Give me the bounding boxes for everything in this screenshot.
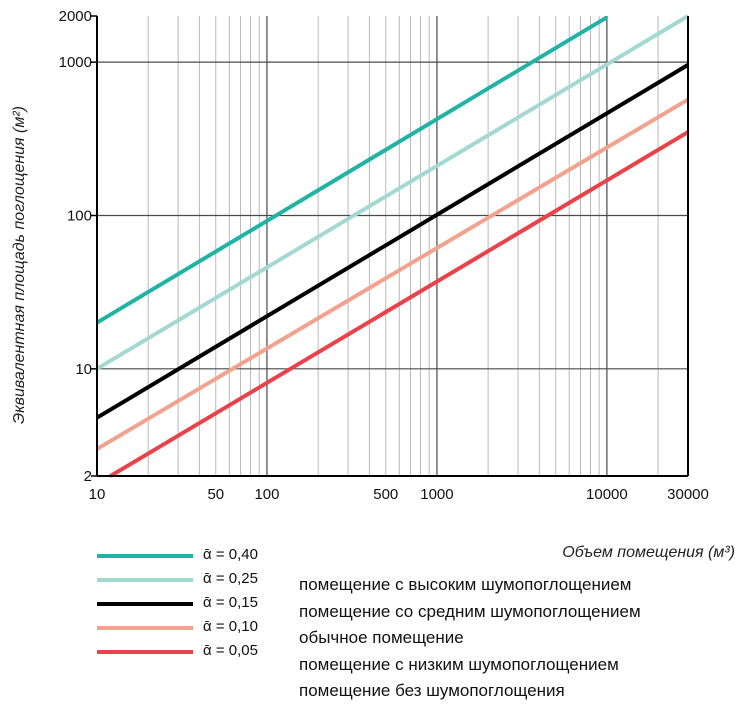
axes — [91, 15, 689, 477]
y-tick-label: 10 — [75, 361, 92, 378]
legend-item: ᾱ = 0,25 — [97, 569, 297, 593]
legend-label: ᾱ = 0,05 — [203, 642, 258, 659]
description-low-absorption: помещение с низким шумопоглощением — [299, 654, 619, 674]
y-tick-labels: 2 10 100 1000 2000 — [59, 8, 92, 485]
y-tick-label: 2000 — [59, 8, 92, 25]
description-medium-absorption: помещение со средним шумопоглощением — [299, 601, 641, 621]
series-line-4 — [109, 130, 690, 478]
x-tick-label: 500 — [373, 486, 398, 503]
series-line-0 — [95, 15, 608, 325]
description-no-absorption: помещение без шумопоглощения — [299, 681, 565, 700]
legend-item: ᾱ = 0,15 — [97, 593, 297, 617]
legend-swatch — [97, 650, 193, 654]
legend-swatch — [97, 602, 193, 606]
legend-label: ᾱ = 0,15 — [203, 594, 258, 611]
x-tick-label: 30000 — [667, 486, 709, 503]
legend-swatch — [97, 578, 193, 582]
x-tick-label: 100 — [254, 486, 279, 503]
legend-item: ᾱ = 0,05 — [97, 641, 297, 665]
legend-item: ᾱ = 0,40 — [97, 545, 297, 569]
legend-swatch — [97, 554, 193, 558]
y-tick-label: 1000 — [59, 54, 92, 71]
legend-item: ᾱ = 0,10 — [97, 617, 297, 641]
series-line-1 — [95, 14, 690, 371]
x-tick-label: 10000 — [586, 486, 628, 503]
description-normal-room: обычное помещение — [299, 628, 464, 647]
legend-label: ᾱ = 0,10 — [203, 618, 258, 635]
x-tick-labels: 10 50 100 500 1000 10000 30000 — [89, 486, 709, 503]
x-axis-label: Объем помещения (м³) — [562, 544, 735, 561]
x-tick-label: 50 — [207, 486, 224, 503]
series-line-3 — [95, 97, 690, 451]
x-tick-label: 10 — [89, 486, 106, 503]
legend-label: ᾱ = 0,40 — [203, 546, 258, 563]
legend-label: ᾱ = 0,25 — [203, 570, 258, 587]
series-lines — [95, 14, 690, 478]
legend: ᾱ = 0,40 ᾱ = 0,25 ᾱ = 0,15 ᾱ = 0,10 ᾱ = … — [97, 545, 297, 665]
y-tick-label: 2 — [84, 468, 92, 485]
series-line-2 — [95, 63, 690, 420]
x-tick-label: 1000 — [420, 486, 453, 503]
legend-swatch — [97, 626, 193, 630]
y-axis-label: Эквивалентная площадь поглощения (м²) — [11, 106, 28, 424]
room-descriptions: помещение с высоким шумопоглощением поме… — [299, 572, 641, 705]
grid-minor — [147, 16, 689, 476]
description-high-absorption: помещение с высоким шумопоглощением — [299, 575, 632, 594]
y-tick-label: 100 — [67, 207, 92, 224]
